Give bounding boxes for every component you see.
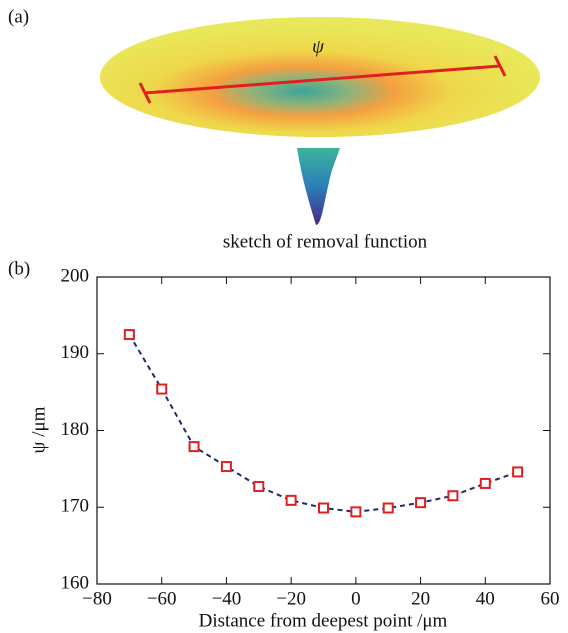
y-tick-label: 170 — [61, 496, 90, 517]
diameter-label: ψ — [312, 36, 325, 57]
data-point — [188, 441, 200, 453]
removal-disk — [100, 17, 540, 137]
data-point — [382, 502, 394, 514]
sketch-caption: sketch of removal function — [223, 231, 428, 252]
x-tick-label: −20 — [276, 588, 306, 609]
panel-label: (a) — [8, 6, 29, 27]
series-line — [128, 334, 518, 513]
y-axis-label: ψ /μm — [28, 406, 49, 453]
data-point — [512, 466, 524, 478]
data-point — [415, 497, 427, 509]
funnel — [297, 148, 340, 225]
panel-label: (b) — [8, 258, 30, 279]
data-point — [253, 481, 265, 493]
y-tick-label: 160 — [61, 572, 90, 593]
data-point — [220, 461, 232, 473]
x-tick-label: −40 — [212, 588, 242, 609]
x-tick-label: 60 — [541, 588, 560, 609]
data-point — [350, 506, 362, 518]
plot-frame — [96, 276, 551, 585]
data-point — [285, 494, 297, 506]
data-point — [123, 329, 135, 341]
x-axis-label: Distance from deepest point /μm — [199, 610, 448, 631]
y-tick-label: 180 — [61, 419, 90, 440]
x-tick-label: 0 — [351, 588, 361, 609]
x-tick-label: −60 — [147, 588, 177, 609]
x-tick-label: −80 — [82, 588, 112, 609]
diameter-arrow — [138, 55, 507, 104]
x-tick-label: 40 — [476, 588, 495, 609]
y-tick-label: 190 — [61, 342, 90, 363]
x-tick-label: 20 — [411, 588, 430, 609]
data-point — [447, 490, 459, 502]
data-point — [318, 502, 329, 514]
data-point — [479, 477, 491, 489]
data-point — [156, 383, 168, 395]
y-tick-label: 200 — [61, 265, 90, 286]
